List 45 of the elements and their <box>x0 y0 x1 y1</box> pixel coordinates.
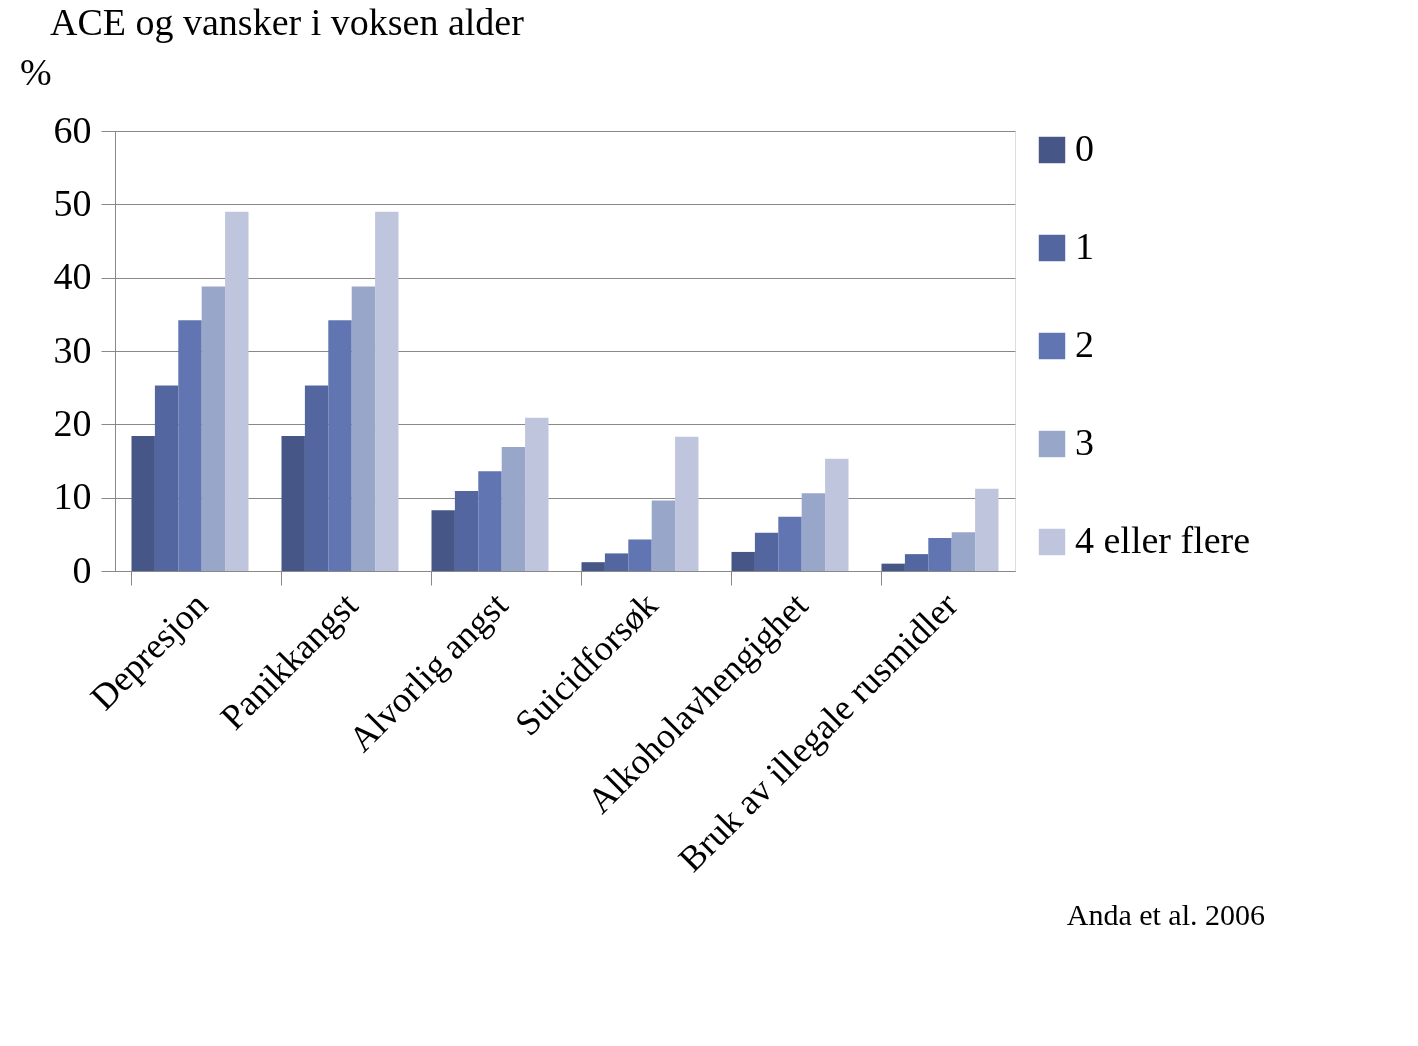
bar <box>675 436 699 571</box>
bar <box>454 491 479 571</box>
bar <box>928 538 952 571</box>
bar <box>525 417 549 571</box>
bar <box>131 436 155 571</box>
bar <box>431 510 455 571</box>
bar <box>581 562 605 571</box>
y-tick-label: 10 <box>53 475 92 518</box>
legend-label: 1 <box>1075 225 1094 267</box>
chart-title: ACE og vansker i voksen alder <box>50 1 525 43</box>
bar <box>801 493 826 571</box>
legend-label: 0 <box>1075 127 1094 169</box>
bar <box>501 447 526 571</box>
bar <box>778 516 802 571</box>
text: Anda et al. 2006 <box>1066 898 1265 931</box>
bar <box>281 436 305 571</box>
bar <box>478 471 502 571</box>
legend-label: 4 eller flere <box>1075 519 1251 561</box>
bar <box>825 458 849 571</box>
bar <box>904 554 929 571</box>
y-tick-label: 40 <box>53 255 92 298</box>
bar <box>975 488 999 571</box>
bar <box>754 532 779 571</box>
bar <box>881 563 905 571</box>
bar <box>375 211 399 571</box>
bar <box>178 320 202 571</box>
bar <box>351 286 376 571</box>
y-tick-label: 20 <box>53 401 92 444</box>
bar <box>328 320 352 571</box>
bar <box>304 385 329 571</box>
bar <box>154 385 179 571</box>
bar <box>651 500 676 571</box>
bar <box>604 553 629 571</box>
bar <box>201 286 226 571</box>
y-axis-title: % <box>20 51 52 93</box>
bar <box>225 211 249 571</box>
y-tick-label: 50 <box>53 181 92 224</box>
y-tick-label: 30 <box>53 328 92 371</box>
legend-label: 3 <box>1075 421 1094 463</box>
legend-label: 2 <box>1075 323 1094 365</box>
bar <box>731 551 755 571</box>
bar <box>951 532 976 571</box>
bar <box>628 539 652 571</box>
y-tick-label: 0 <box>72 548 92 591</box>
y-tick-label: 60 <box>53 108 92 151</box>
